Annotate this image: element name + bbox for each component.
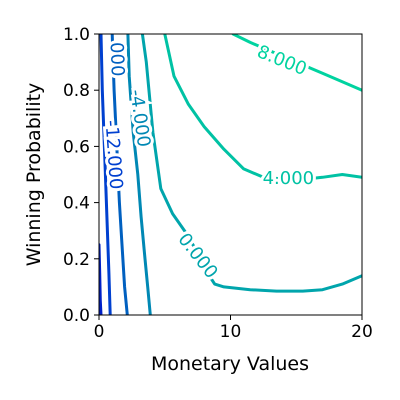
contour-label: -12.000 [101, 119, 127, 190]
y-tick-label: 0.0 [63, 306, 90, 326]
contour-label: 0.000 [173, 229, 221, 283]
y-tick-label: 0.8 [63, 81, 90, 101]
contour-line-8 [231, 34, 362, 92]
x-tick-label: 20 [351, 322, 373, 342]
contour-label: 8.000 [254, 41, 310, 80]
contour-line-4 [163, 34, 362, 182]
y-tick-label: 0.2 [63, 250, 90, 270]
contour-lines [99, 34, 362, 315]
y-tick-label: 0.6 [63, 137, 90, 157]
y-tick-label: 0.4 [63, 194, 90, 214]
x-axis-label: Monetary Values [151, 353, 309, 375]
contour-label: 000 [106, 42, 128, 77]
contour-line-neg12 [99, 34, 112, 315]
x-axis-ticks: 0 10 20 [94, 315, 373, 342]
y-axis-label: Winning Probability [23, 83, 45, 267]
contour-label: 4.000 [263, 168, 315, 189]
contour-line-0 [140, 34, 362, 293]
x-tick-label: 10 [220, 322, 242, 342]
y-axis-ticks: 0.0 0.2 0.4 0.6 0.8 1.0 [63, 25, 99, 326]
contour-line-neg8 [110, 34, 129, 315]
y-tick-label: 1.0 [63, 25, 90, 45]
contour-line-neg4 [126, 34, 152, 315]
x-tick-label: 0 [94, 322, 105, 342]
